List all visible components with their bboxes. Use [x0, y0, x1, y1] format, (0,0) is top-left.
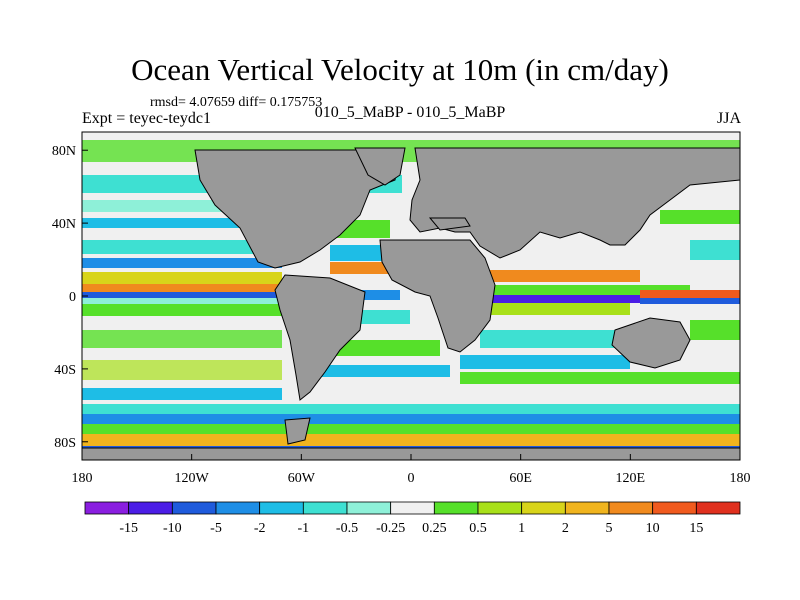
- lat-tick-label: 80S: [54, 436, 76, 451]
- lon-tick-label: 120W: [175, 471, 210, 486]
- colorbar-swatch: [652, 501, 697, 515]
- colorbar-swatch: [259, 501, 304, 515]
- colorbar-swatch: [346, 501, 392, 515]
- colorbar-label: -2: [254, 521, 266, 536]
- colorbar-swatch: [608, 501, 654, 515]
- colorbar: -15 -10 -5 -2 -1 -0.5 -0.25 0.25 0.5 1 2 5 10 15: [84, 501, 741, 536]
- land-australia: [611, 317, 691, 369]
- colorbar-label: -1: [297, 521, 309, 536]
- colorbar-label: 1: [518, 521, 525, 536]
- lat-tick-label: 0: [69, 290, 76, 305]
- lon-tick-label: 60W: [288, 471, 316, 486]
- rmsd-diff-stats: rmsd= 4.07659 diff= 0.175753: [150, 95, 323, 110]
- lat-tick-label: 80N: [52, 144, 76, 159]
- season-label: JJA: [716, 110, 741, 127]
- map-panel: [82, 132, 740, 460]
- lat-tick-label: 40S: [54, 363, 76, 378]
- land-eurasia: [409, 147, 740, 259]
- colorbar-swatch: [84, 501, 130, 515]
- colorbar-swatch: [433, 501, 479, 515]
- colorbar-label: 0.5: [469, 521, 487, 536]
- lat-tick-label: 40N: [52, 217, 76, 232]
- colorbar-label: 5: [606, 521, 613, 536]
- colorbar-swatch: [477, 501, 523, 515]
- lon-tick-label: 120E: [616, 471, 646, 486]
- colorbar-swatch: [171, 501, 217, 515]
- colorbar-label: 2: [562, 521, 569, 536]
- colorbar-label: 15: [689, 521, 703, 536]
- colorbar-swatch: [215, 501, 261, 515]
- land-antarctic-peninsula: [284, 417, 311, 445]
- colorbar-swatch: [128, 501, 173, 515]
- land-africa: [379, 239, 496, 353]
- colorbar-swatch: [302, 501, 348, 515]
- land-south-america: [274, 274, 366, 401]
- run-label: 010_5_MaBP - 010_5_MaBP: [314, 104, 506, 121]
- lon-tick-label: 180: [730, 471, 751, 486]
- colorbar-label: -5: [210, 521, 222, 536]
- lon-tick-label: 0: [408, 471, 415, 486]
- colorbar-label: -10: [163, 521, 182, 536]
- colorbar-label: -0.5: [336, 521, 358, 536]
- land-masses: [82, 147, 740, 460]
- longitude-axis: 180 120W 60W 0 60E 120E 180: [72, 454, 751, 486]
- colorbar-swatch: [390, 501, 435, 515]
- colorbar-label: 10: [646, 521, 660, 536]
- colorbar-swatch: [564, 501, 610, 515]
- land-sea-mask-small: [428, 217, 471, 231]
- land-greenland: [354, 147, 406, 186]
- lon-tick-label: 60E: [509, 471, 532, 486]
- experiment-label: Expt = teyec-teydc1: [82, 110, 211, 127]
- colorbar-label: 0.25: [422, 521, 447, 536]
- colorbar-swatch: [695, 501, 741, 515]
- lon-tick-label: 180: [72, 471, 93, 486]
- colorbar-label: -0.25: [376, 521, 405, 536]
- colorbar-label: -15: [119, 521, 138, 536]
- colorbar-swatch: [521, 501, 566, 515]
- latitude-axis: 80N 40N 0 40S 80S: [52, 144, 88, 451]
- figure-title: Ocean Vertical Velocity at 10m (in cm/da…: [131, 52, 669, 87]
